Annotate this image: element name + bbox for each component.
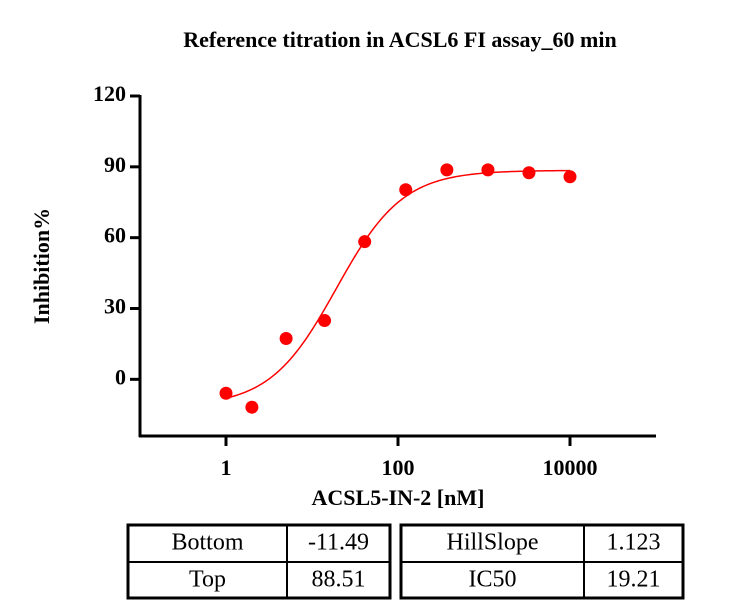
data-point	[522, 166, 536, 180]
y-tick-label: 120	[93, 81, 126, 106]
y-tick-label: 60	[104, 223, 126, 248]
parameter-value: -11.49	[308, 530, 369, 556]
parameter-value: 1.123	[607, 530, 661, 556]
data-point	[481, 163, 495, 177]
chart-title: Reference titration in ACSL6 FI assay_60…	[183, 27, 616, 52]
fit-curve	[225, 169, 571, 399]
y-tick-label: 30	[104, 294, 126, 319]
y-tick-label: 90	[104, 152, 126, 177]
data-point	[399, 183, 413, 197]
data-point	[279, 331, 293, 345]
x-axis-label: ACSL5-IN-2 [nM]	[312, 485, 485, 510]
data-point	[563, 170, 577, 184]
data-point	[219, 386, 233, 400]
parameter-label: IC50	[469, 567, 517, 593]
data-point	[318, 314, 332, 328]
data-point	[440, 163, 454, 177]
x-tick-label: 1	[221, 455, 232, 480]
data-point	[358, 235, 372, 249]
parameter-label: HillSlope	[446, 530, 538, 556]
y-axis-label: Inhibition%	[29, 208, 54, 324]
y-tick-label: 0	[115, 364, 126, 389]
parameter-value: 19.21	[607, 567, 661, 593]
parameter-label: Bottom	[171, 530, 243, 556]
tables-frame	[126, 523, 685, 600]
parameter-value: 88.51	[312, 567, 366, 593]
data-point	[245, 400, 259, 414]
x-tick-label: 100	[382, 455, 415, 480]
x-tick-label: 10000	[543, 455, 598, 480]
parameter-label: Top	[189, 567, 226, 593]
